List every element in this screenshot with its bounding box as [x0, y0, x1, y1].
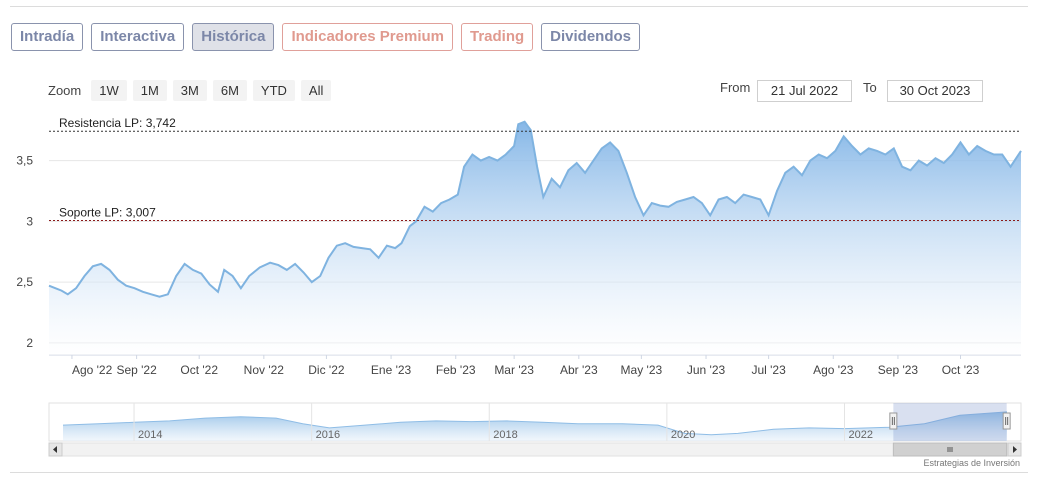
navigator-area — [63, 411, 1007, 441]
navigator-frame — [48, 402, 1022, 442]
x-tick-label: Oct '22 — [180, 363, 218, 377]
support-label: Soporte LP: 3,007 — [59, 205, 156, 219]
zoom-all-button[interactable]: All — [300, 80, 332, 101]
navigator-left-handle — [889, 412, 898, 430]
x-tick-label: Dic '22 — [308, 363, 345, 377]
zoom-1w-button[interactable]: 1W — [91, 80, 127, 101]
y-tick-label: 2 — [26, 336, 33, 350]
credit-text: Estrategias de Inversión — [923, 458, 1020, 468]
tab-trading[interactable]: Trading — [461, 23, 534, 51]
from-label: From — [720, 80, 751, 95]
x-tick-label: Abr '23 — [560, 363, 598, 377]
x-tick-label: May '23 — [621, 363, 663, 377]
price-line — [48, 120, 1022, 298]
tab-historica[interactable]: Histórica — [192, 23, 275, 51]
x-tick-label: Nov '22 — [244, 363, 285, 377]
arrow-right-icon — [1013, 446, 1017, 453]
zoom-3m-button[interactable]: 3M — [172, 80, 207, 101]
to-date-input[interactable]: 30 Oct 2023 — [887, 80, 983, 102]
zoom-controls: Zoom 1W 1M 3M 6M YTD All — [48, 80, 332, 101]
x-tick-label: Jun '23 — [687, 363, 726, 377]
resistance-label: Resistencia LP: 3,742 — [59, 116, 176, 130]
scrollbar-left-button — [48, 442, 63, 457]
zoom-1m-button[interactable]: 1M — [132, 80, 167, 101]
y-tick-label: 3,5 — [16, 154, 33, 168]
zoom-6m-button[interactable]: 6M — [212, 80, 247, 101]
x-tick-label: Ago '22 — [72, 363, 113, 377]
x-tick-label: Mar '23 — [494, 363, 534, 377]
navigator-tick-label: 2022 — [848, 429, 872, 441]
navigator-selection — [893, 403, 1007, 441]
bottom-divider — [10, 472, 1028, 473]
scrollbar-thumb — [892, 442, 1008, 457]
navigator-tick-label: 2018 — [493, 429, 517, 441]
navigator-tick-label: 2020 — [671, 429, 695, 441]
to-label: To — [863, 80, 877, 95]
zoom-label: Zoom — [48, 83, 82, 98]
scrollbar-right-button — [1007, 442, 1022, 457]
top-divider — [10, 6, 1028, 7]
navigator-tick-label: 2016 — [316, 429, 340, 441]
tab-dividendos[interactable]: Dividendos — [541, 23, 641, 51]
x-tick-label: Feb '23 — [436, 363, 476, 377]
navigator-line — [62, 411, 1008, 436]
navigator-tick-label: 2014 — [138, 429, 162, 441]
zoom-ytd-button[interactable]: YTD — [252, 80, 295, 101]
x-tick-label: Sep '22 — [116, 363, 157, 377]
y-tick-label: 2,5 — [16, 275, 33, 289]
x-tick-label: Jul '23 — [751, 363, 786, 377]
from-date-input[interactable]: 21 Jul 2022 — [757, 80, 852, 102]
navigator-right-handle — [1002, 412, 1011, 430]
tab-indicadores-premium[interactable]: Indicadores Premium — [282, 23, 453, 51]
price-area — [49, 121, 1021, 355]
arrow-left-icon — [53, 446, 57, 453]
x-tick-label: Oct '23 — [942, 363, 980, 377]
scrollbar-track — [48, 442, 1022, 457]
tab-intradia[interactable]: Intradía — [11, 23, 84, 51]
x-tick-label: Ene '23 — [371, 363, 412, 377]
y-tick-label: 3 — [26, 214, 33, 228]
tab-interactiva[interactable]: Interactiva — [91, 23, 185, 51]
x-tick-label: Ago '23 — [813, 363, 854, 377]
x-tick-label: Sep '23 — [878, 363, 919, 377]
tab-bar: Intradía Interactiva Histórica Indicador… — [11, 23, 641, 51]
